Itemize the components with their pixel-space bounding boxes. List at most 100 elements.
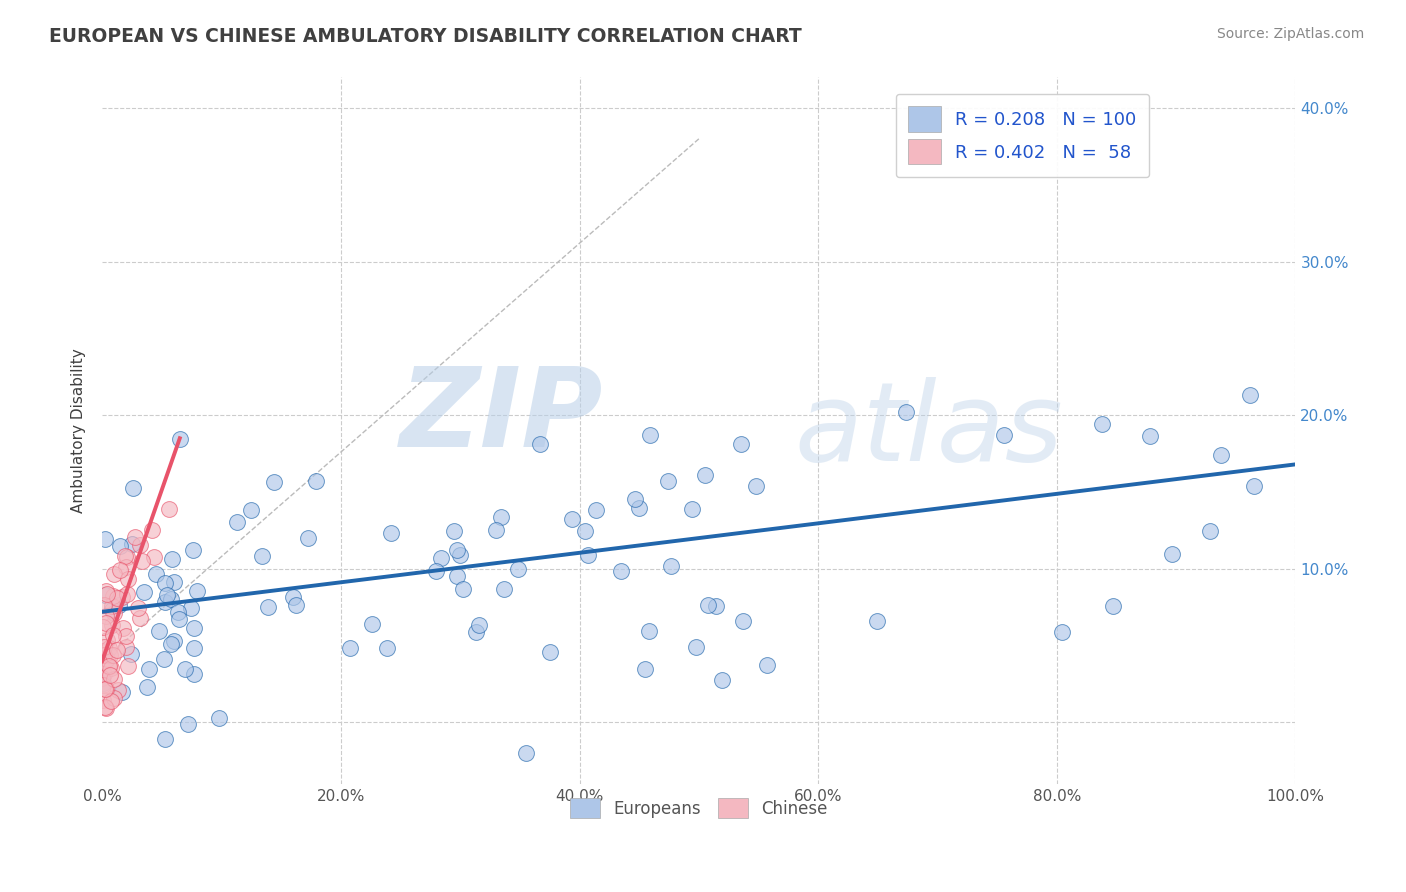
Point — [1091, 417, 1114, 432]
Point — [101, 603, 124, 617]
Point — [91, 663, 114, 677]
Point — [91, 644, 114, 658]
Point — [263, 475, 285, 489]
Point — [100, 661, 122, 675]
Point — [181, 543, 204, 558]
Text: Source: ZipAtlas.com: Source: ZipAtlas.com — [1216, 27, 1364, 41]
Point — [285, 598, 308, 612]
Point — [561, 512, 583, 526]
Point — [152, 652, 174, 666]
Point — [108, 540, 131, 554]
Point — [186, 584, 208, 599]
Point — [145, 567, 167, 582]
Point — [98, 640, 121, 655]
Point — [94, 609, 117, 624]
Point — [257, 599, 280, 614]
Point — [208, 711, 231, 725]
Y-axis label: Ambulatory Disability: Ambulatory Disability — [72, 348, 86, 513]
Point — [1161, 547, 1184, 561]
Point — [451, 582, 474, 596]
Point — [297, 531, 319, 545]
Point — [183, 641, 205, 656]
Point — [111, 591, 134, 605]
Point — [489, 510, 512, 524]
Point — [96, 633, 118, 648]
Point — [681, 501, 703, 516]
Point — [167, 612, 190, 626]
Point — [638, 624, 661, 638]
Point — [169, 432, 191, 446]
Point — [744, 479, 766, 493]
Text: atlas: atlas — [794, 377, 1063, 484]
Point — [1209, 449, 1232, 463]
Point — [127, 601, 149, 615]
Point — [124, 530, 146, 544]
Point — [485, 523, 508, 537]
Point — [122, 481, 145, 495]
Point — [430, 551, 453, 566]
Point — [226, 515, 249, 529]
Point — [704, 599, 727, 613]
Point — [96, 587, 118, 601]
Point — [180, 601, 202, 615]
Point — [446, 543, 468, 558]
Point — [94, 701, 117, 715]
Point — [94, 699, 117, 714]
Point — [93, 620, 115, 634]
Point — [183, 666, 205, 681]
Point — [1102, 599, 1125, 613]
Point — [107, 683, 129, 698]
Point — [166, 605, 188, 619]
Point — [696, 598, 718, 612]
Point — [710, 673, 733, 687]
Point — [446, 568, 468, 582]
Point — [1052, 624, 1074, 639]
Point — [105, 591, 128, 605]
Point — [93, 667, 115, 681]
Point — [94, 583, 117, 598]
Point — [305, 474, 328, 488]
Point — [103, 567, 125, 582]
Point — [468, 618, 491, 632]
Point — [121, 537, 143, 551]
Point — [464, 624, 486, 639]
Point — [101, 589, 124, 603]
Point — [425, 564, 447, 578]
Point — [100, 694, 122, 708]
Point — [129, 611, 152, 625]
Point — [129, 538, 152, 552]
Point — [177, 717, 200, 731]
Point — [91, 678, 114, 692]
Point — [135, 680, 157, 694]
Point — [1199, 524, 1222, 538]
Point — [111, 685, 134, 699]
Point — [103, 606, 125, 620]
Point — [756, 658, 779, 673]
Point — [115, 640, 138, 654]
Point — [695, 468, 717, 483]
Point — [585, 503, 607, 517]
Legend: Europeans, Chinese: Europeans, Chinese — [564, 791, 834, 825]
Point — [148, 624, 170, 639]
Point — [529, 437, 551, 451]
Point — [94, 588, 117, 602]
Point — [506, 562, 529, 576]
Point — [103, 673, 125, 687]
Point — [576, 548, 599, 562]
Point — [159, 637, 181, 651]
Point — [375, 641, 398, 656]
Point — [624, 491, 647, 506]
Point — [93, 648, 115, 663]
Point — [730, 436, 752, 450]
Point — [153, 595, 176, 609]
Point — [93, 599, 115, 613]
Point — [94, 682, 117, 697]
Point — [131, 554, 153, 568]
Point — [98, 660, 121, 674]
Point — [115, 560, 138, 574]
Point — [91, 693, 114, 707]
Point — [138, 662, 160, 676]
Point — [156, 588, 179, 602]
Point — [153, 575, 176, 590]
Point — [107, 598, 129, 612]
